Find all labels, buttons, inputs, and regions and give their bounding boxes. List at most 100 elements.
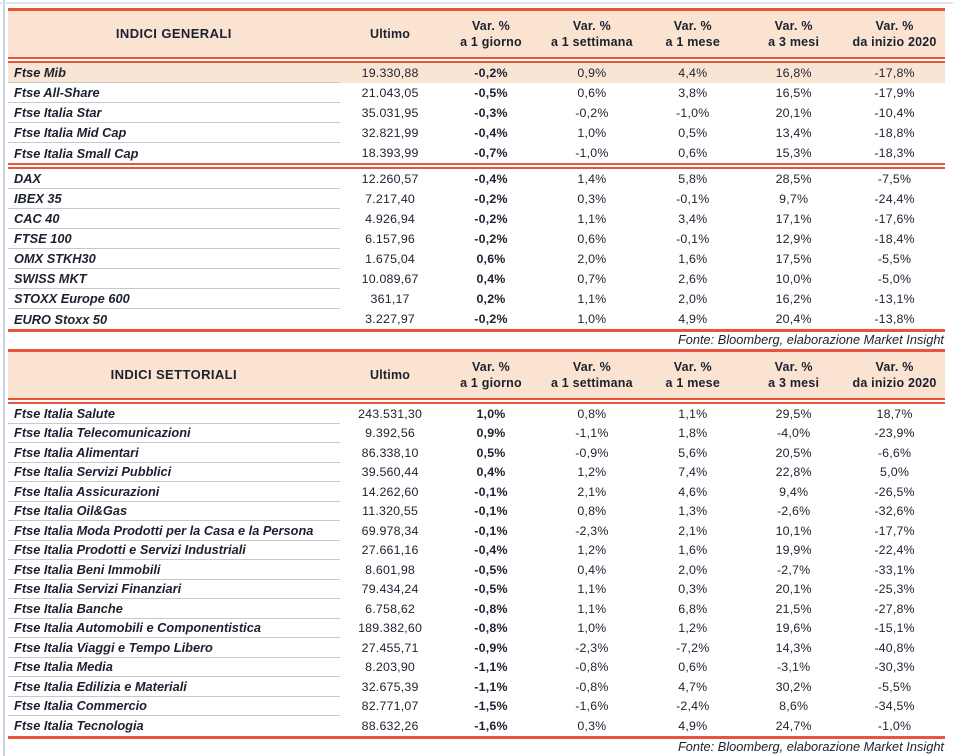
var-da-inizio-2020-value: -24,4% <box>874 192 915 206</box>
table-row: EURO Stoxx 50 3.227,97 -0,2% 1,0% 4,9% 20,4% -… <box>8 309 945 329</box>
column-header-var: Var. % a 1 settimana <box>541 352 642 398</box>
ultimo-value: 35.031,95 <box>361 106 419 120</box>
var-1-giorno-value: -0,1% <box>474 504 508 519</box>
var-da-inizio-2020-value: -18,8% <box>874 126 915 140</box>
var-3-mesi-value: 16,2% <box>775 292 812 306</box>
var-1-settimana-value: 0,8% <box>577 406 607 421</box>
var-header-line2: da inizio 2020 <box>852 35 937 49</box>
ultimo-value: 6.758,62 <box>365 601 416 616</box>
var-3-mesi-value: 9,7% <box>779 192 809 206</box>
general-indices-table: INDICI GENERALI Ultimo Var. % a 1 giorno Var… <box>8 8 945 348</box>
var-1-settimana-value: -0,8% <box>575 679 609 694</box>
var-3-mesi-value: 10,1% <box>775 523 812 538</box>
ultimo-value: 9.392,56 <box>365 426 416 441</box>
index-name: Ftse Italia Servizi Finanziari <box>8 580 340 599</box>
ultimo-value: 10.089,67 <box>361 272 419 286</box>
var-1-settimana-value: 0,6% <box>577 86 607 100</box>
var-3-mesi-value: 21,5% <box>775 601 812 616</box>
index-name: Ftse All-Share <box>8 83 340 103</box>
header-separator-double-line <box>8 57 945 63</box>
index-name: Ftse Italia Telecomunicazioni <box>8 424 340 443</box>
var-1-settimana-value: 0,7% <box>577 272 607 286</box>
var-header-line1: Var. % <box>471 359 510 374</box>
index-name: Ftse Italia Tecnologia <box>14 718 144 734</box>
var-1-mese-value: 4,6% <box>678 484 708 499</box>
column-header-var: Var. % a 1 mese <box>642 352 743 398</box>
var-1-giorno-value: 0,4% <box>476 465 506 480</box>
var-1-settimana-value: -2,3% <box>575 523 609 538</box>
var-1-giorno-value: 1,0% <box>476 406 506 421</box>
ultimo-value: 86.338,10 <box>361 445 419 460</box>
var-da-inizio-2020-value: -5,0% <box>877 272 912 286</box>
column-header-var: Var. % a 3 mesi <box>743 352 844 398</box>
table-row: Ftse Italia Assicurazioni 14.262,60 -0,1% 2… <box>8 482 945 502</box>
index-name: Ftse Italia Prodotti e Servizi Industria… <box>8 541 340 560</box>
index-name: Ftse Mib <box>8 63 340 83</box>
var-header-line1: Var. % <box>572 359 611 374</box>
index-name: Ftse Italia Oil&Gas <box>8 502 340 521</box>
var-1-mese-value: 4,9% <box>678 312 708 326</box>
var-1-giorno-value: -1,1% <box>474 679 508 694</box>
table-row: Ftse Italia Mid Cap 32.821,99 -0,4% 1,0% 0,5… <box>8 123 945 143</box>
ultimo-value: 19.330,88 <box>361 66 419 80</box>
var-1-giorno-value: -0,8% <box>474 601 508 616</box>
ultimo-value: 361,17 <box>370 292 410 306</box>
index-name: Ftse Italia Media <box>8 658 340 677</box>
var-1-giorno-value: 0,5% <box>476 445 506 460</box>
var-da-inizio-2020-value: -26,5% <box>874 484 915 499</box>
var-3-mesi-value: 8,6% <box>779 699 809 714</box>
table-row: Ftse Italia Moda Prodotti per la Casa e … <box>8 521 945 541</box>
ultimo-value: 7.217,40 <box>365 192 416 206</box>
var-1-settimana-value: 1,1% <box>577 601 607 616</box>
var-1-giorno-value: 0,6% <box>476 252 506 266</box>
column-header-ultimo: Ultimo <box>370 367 411 382</box>
table-title: INDICI GENERALI <box>115 25 232 41</box>
ultimo-value: 32.675,39 <box>361 679 419 694</box>
ultimo-value: 3.227,97 <box>365 312 416 326</box>
var-header-line2: a 1 mese <box>665 35 720 49</box>
var-3-mesi-value: 30,2% <box>775 679 812 694</box>
var-3-mesi-value: 29,5% <box>775 406 812 421</box>
var-1-mese-value: -7,2% <box>676 640 710 655</box>
var-header-line1: Var. % <box>774 18 813 33</box>
var-1-giorno-value: 0,4% <box>476 272 506 286</box>
table-row: Ftse Italia Servizi Pubblici 39.560,44 0,4… <box>8 463 945 482</box>
var-da-inizio-2020-value: -40,8% <box>874 640 915 655</box>
table-row: IBEX 35 7.217,40 -0,2% 0,3% -0,1% 9,7% -24,4% <box>8 189 945 209</box>
var-1-settimana-value: 2,1% <box>577 484 607 499</box>
var-da-inizio-2020-value: -6,6% <box>877 445 912 460</box>
var-1-mese-value: 0,5% <box>678 126 708 140</box>
ultimo-value: 32.821,99 <box>361 126 419 140</box>
var-da-inizio-2020-value: -10,4% <box>874 106 915 120</box>
page-left-edge <box>3 0 5 756</box>
header-separator-double-line <box>8 398 945 404</box>
index-name: Ftse Italia Banche <box>8 599 340 619</box>
var-3-mesi-value: -3,1% <box>776 660 811 675</box>
var-header-line2: a 1 giorno <box>460 35 522 49</box>
table-row: Ftse Italia Commercio 82.771,07 -1,5% -1,6%… <box>8 697 945 716</box>
table-row: Ftse All-Share 21.043,05 -0,5% 0,6% 3,8% 16,5… <box>8 83 945 103</box>
var-1-settimana-value: 1,1% <box>577 292 607 306</box>
var-1-mese-value: 1,8% <box>678 426 708 441</box>
var-da-inizio-2020-value: -18,4% <box>874 232 915 246</box>
index-name: Ftse Italia Beni Immobili <box>8 560 340 580</box>
table-header-row: INDICI SETTORIALI Ultimo Var. % a 1 giorno V… <box>8 352 945 398</box>
column-header-var: Var. % a 1 giorno <box>441 352 542 398</box>
var-1-giorno-value: -0,4% <box>474 126 508 140</box>
page-top-edge <box>0 2 953 4</box>
var-header-line2: a 3 mesi <box>768 35 820 49</box>
var-1-settimana-value: 1,0% <box>577 312 607 326</box>
var-1-giorno-value: -0,4% <box>474 543 508 558</box>
var-1-settimana-value: -1,0% <box>575 146 609 160</box>
var-1-mese-value: -1,0% <box>676 106 710 120</box>
ultimo-value: 14.262,60 <box>361 484 419 499</box>
var-1-giorno-value: -0,5% <box>474 86 508 100</box>
column-header-var: Var. % da inizio 2020 <box>844 11 945 57</box>
table-row: Ftse Italia Viaggi e Tempo Libero 27.455,… <box>8 638 945 658</box>
var-1-giorno-value: -1,1% <box>474 660 508 675</box>
column-header-var: Var. % a 3 mesi <box>743 11 844 57</box>
index-name: Ftse Italia Mid Cap <box>8 123 340 143</box>
ultimo-value: 4.926,94 <box>365 212 416 226</box>
table-title: INDICI SETTORIALI <box>110 366 238 382</box>
index-name: Ftse Italia Assicurazioni <box>8 482 340 502</box>
